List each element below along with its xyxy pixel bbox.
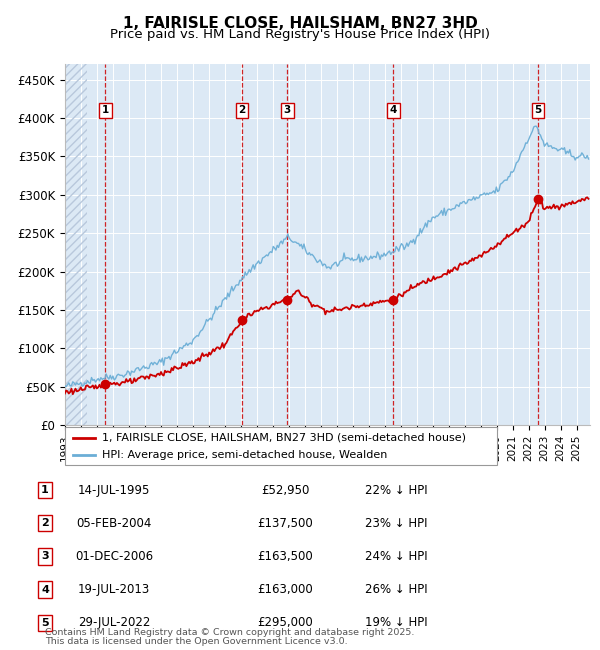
Text: 19% ↓ HPI: 19% ↓ HPI (365, 616, 427, 629)
Text: £137,500: £137,500 (257, 517, 313, 530)
Text: This data is licensed under the Open Government Licence v3.0.: This data is licensed under the Open Gov… (45, 637, 347, 646)
Text: 24% ↓ HPI: 24% ↓ HPI (365, 550, 427, 563)
Text: Contains HM Land Registry data © Crown copyright and database right 2025.: Contains HM Land Registry data © Crown c… (45, 628, 415, 637)
Text: 23% ↓ HPI: 23% ↓ HPI (365, 517, 427, 530)
Text: 4: 4 (390, 105, 397, 116)
Text: 2: 2 (41, 518, 49, 528)
Text: 1, FAIRISLE CLOSE, HAILSHAM, BN27 3HD: 1, FAIRISLE CLOSE, HAILSHAM, BN27 3HD (122, 16, 478, 31)
Text: 14-JUL-1995: 14-JUL-1995 (78, 484, 150, 497)
Text: 1: 1 (102, 105, 109, 116)
Text: 2: 2 (239, 105, 246, 116)
Text: 5: 5 (41, 618, 49, 628)
Text: 3: 3 (284, 105, 291, 116)
Text: 19-JUL-2013: 19-JUL-2013 (78, 583, 150, 596)
Text: HPI: Average price, semi-detached house, Wealden: HPI: Average price, semi-detached house,… (101, 450, 387, 460)
Text: 29-JUL-2022: 29-JUL-2022 (78, 616, 150, 629)
Text: 01-DEC-2006: 01-DEC-2006 (75, 550, 153, 563)
Text: £163,000: £163,000 (257, 583, 313, 596)
Text: £52,950: £52,950 (261, 484, 309, 497)
Text: 5: 5 (534, 105, 541, 116)
Text: £163,500: £163,500 (257, 550, 313, 563)
Text: £295,000: £295,000 (257, 616, 313, 629)
Text: Price paid vs. HM Land Registry's House Price Index (HPI): Price paid vs. HM Land Registry's House … (110, 28, 490, 41)
Text: 05-FEB-2004: 05-FEB-2004 (76, 517, 152, 530)
Text: 22% ↓ HPI: 22% ↓ HPI (365, 484, 427, 497)
Text: 1, FAIRISLE CLOSE, HAILSHAM, BN27 3HD (semi-detached house): 1, FAIRISLE CLOSE, HAILSHAM, BN27 3HD (s… (101, 433, 466, 443)
Text: 26% ↓ HPI: 26% ↓ HPI (365, 583, 427, 596)
Text: 1: 1 (41, 485, 49, 495)
Text: 3: 3 (41, 551, 49, 562)
Text: 4: 4 (41, 584, 49, 595)
